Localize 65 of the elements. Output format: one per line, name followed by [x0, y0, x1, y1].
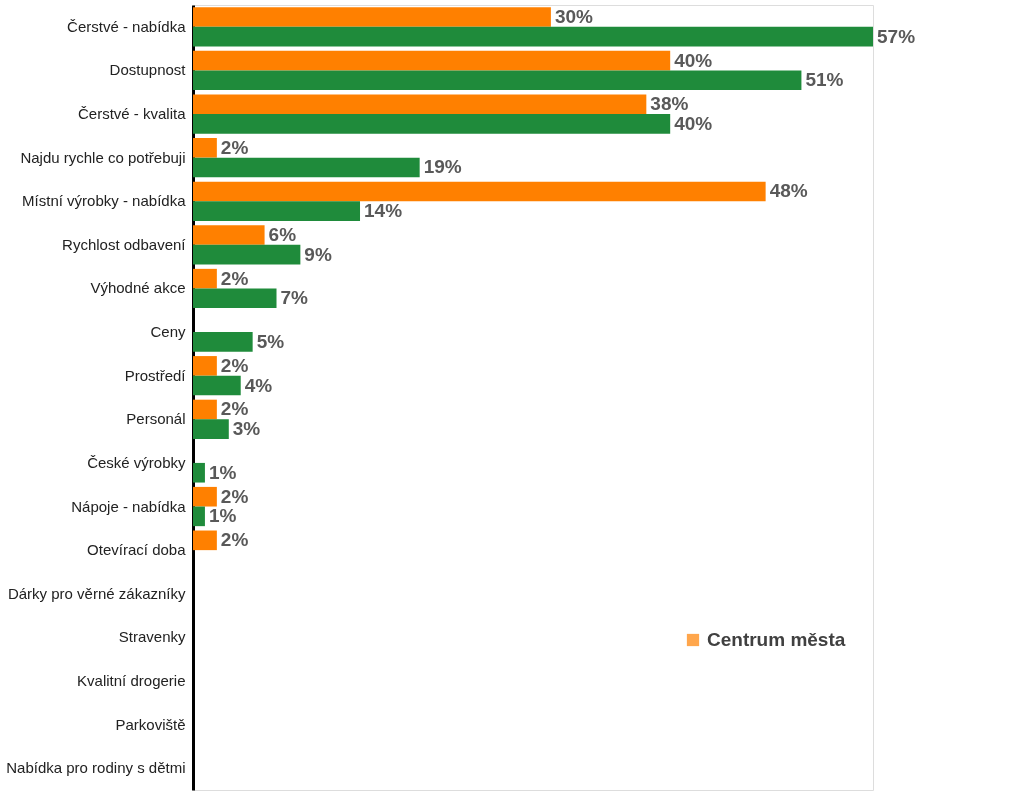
y-tick-label: Nápoje - nabídka: [71, 497, 187, 515]
y-tick-label: Ceny: [150, 323, 186, 341]
data-label: 2%: [220, 267, 249, 289]
data-label: 1%: [208, 461, 237, 483]
y-tick-label: Čerstvé - kvalita: [77, 105, 187, 123]
data-label: 3%: [232, 418, 261, 440]
bar: [193, 7, 551, 27]
data-label: 2%: [220, 485, 249, 507]
bar: [193, 138, 217, 158]
bar: [193, 70, 802, 91]
y-tick-label: Prostředí: [124, 366, 187, 384]
data-label: 4%: [244, 374, 273, 396]
bar: [193, 157, 420, 178]
y-tick-label: Místní výrobky - nabídka: [22, 192, 187, 210]
bar: [193, 94, 647, 115]
bar: [193, 399, 217, 420]
y-tick-label: Stravenky: [118, 628, 186, 646]
data-label: 40%: [674, 112, 713, 134]
data-label: 5%: [256, 330, 285, 352]
bar: [193, 462, 205, 483]
y-tick-label: Čerstvé - nabídka: [67, 17, 187, 35]
bar: [193, 356, 217, 376]
y-tick-label: Výhodné akce: [90, 279, 186, 297]
data-label: 1%: [208, 505, 237, 527]
bar: [193, 268, 217, 289]
data-label: 40%: [674, 49, 713, 71]
bar: [193, 26, 873, 47]
bar: [193, 181, 766, 202]
data-label: 48%: [769, 180, 808, 202]
y-tick-label: Najdu rychle co potřebuji: [20, 148, 186, 166]
data-label: 7%: [280, 287, 309, 309]
bar: [193, 419, 229, 439]
y-tick-label: Kvalitní drogerie: [77, 671, 186, 689]
y-tick-label: Rychlost odbavení: [62, 235, 187, 253]
data-label: 2%: [220, 136, 249, 158]
bar: [193, 288, 277, 309]
data-label: 14%: [364, 200, 403, 222]
y-tick-label: Dostupnost: [109, 61, 187, 79]
legend-label: Centrum města: [707, 629, 846, 650]
bar: [193, 506, 205, 527]
bar: [193, 50, 671, 71]
y-tick-label: Parkoviště: [115, 715, 186, 733]
bar: [193, 332, 253, 352]
bar: [193, 225, 265, 245]
data-label: 6%: [268, 224, 297, 246]
bar: [193, 375, 241, 396]
data-label: 19%: [423, 156, 462, 178]
data-label: 30%: [554, 5, 594, 27]
bar: [193, 201, 361, 221]
data-label: 57%: [877, 25, 916, 47]
data-label: 2%: [220, 354, 249, 376]
y-tick-label: Nabídka pro rodiny s dětmi: [6, 759, 186, 777]
bar: [193, 530, 217, 551]
y-tick-label: Personál: [126, 410, 186, 428]
data-label: 2%: [220, 398, 249, 420]
y-tick-label: Dárky pro věrné zákazníky: [7, 584, 186, 602]
y-tick-label: České výrobky: [87, 453, 186, 471]
y-tick-label: Otevírací doba: [87, 541, 187, 559]
bar: [193, 244, 301, 265]
data-label: 51%: [805, 69, 844, 91]
data-label: 38%: [650, 93, 689, 115]
data-label: 9%: [304, 243, 332, 265]
data-label: 2%: [220, 529, 249, 551]
bar: [193, 114, 671, 134]
bar: [193, 486, 217, 507]
